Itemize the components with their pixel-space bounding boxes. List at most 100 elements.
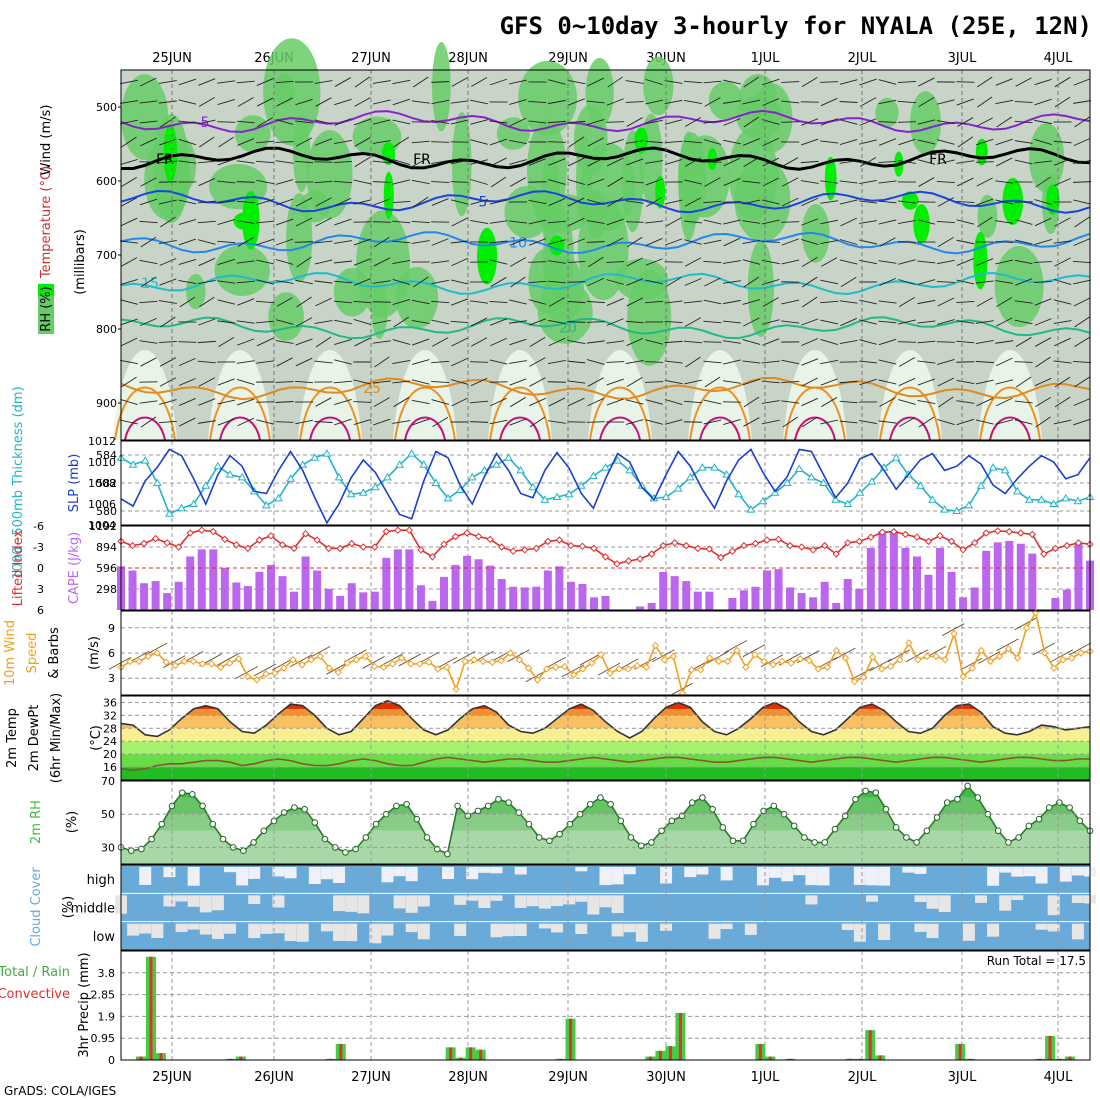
rh2m-point	[954, 795, 961, 803]
wind-barb	[878, 200, 897, 204]
wind-barb	[742, 99, 761, 105]
wind-barb	[742, 240, 761, 244]
wind-barb-10m	[706, 651, 729, 664]
cloud-gap	[284, 923, 297, 942]
cloud-gap	[187, 867, 200, 886]
wind-barb	[898, 357, 915, 367]
wind-barb	[897, 80, 916, 84]
wind-barb	[684, 400, 703, 404]
wind-barb	[742, 138, 760, 146]
thickness-point	[746, 505, 756, 513]
wind-barb	[956, 400, 975, 404]
isotherm-label: FR	[929, 152, 947, 168]
wind-barb-10m	[452, 651, 476, 664]
axis-label-rh: RH (%)	[39, 286, 54, 331]
wind-speed-point	[579, 665, 587, 673]
thickness-point	[794, 464, 804, 472]
wind-barb	[645, 178, 663, 186]
wind-barb	[296, 256, 312, 268]
slp-line	[120, 448, 1091, 525]
wind-speed-point	[597, 650, 605, 659]
thickness-point	[710, 463, 719, 471]
wind-barb	[334, 197, 352, 207]
wind-barb	[509, 360, 527, 364]
wind-barb	[275, 141, 294, 143]
wind-barb	[1073, 100, 1091, 104]
y-tick-label-li: -3	[33, 541, 44, 554]
cape-bar	[566, 581, 575, 610]
wind-speed-point	[841, 654, 850, 662]
cape-bar	[197, 549, 206, 610]
rh-patch	[518, 60, 578, 136]
wind-speed-point	[126, 657, 134, 666]
wind-barb	[392, 98, 410, 106]
wind-barb	[392, 380, 411, 384]
lifted-index-point	[936, 532, 944, 540]
wind-barb	[723, 79, 741, 85]
wind-barb-10m	[960, 657, 983, 671]
precip-convective-bar	[139, 1056, 143, 1060]
wind-barb	[859, 378, 877, 386]
thickness-point	[237, 472, 247, 481]
wind-barb	[470, 421, 489, 423]
cloud-gap	[684, 867, 697, 878]
wind-barb	[140, 177, 157, 187]
cape-bar	[739, 590, 748, 610]
wind-barb-10m	[235, 666, 259, 679]
wind-barb	[607, 76, 623, 88]
thickness-point	[625, 465, 635, 474]
wind-barb	[995, 180, 1014, 184]
wind-barb	[664, 419, 683, 425]
wind-barb	[333, 260, 352, 264]
rh-patch	[537, 280, 593, 344]
wind-barb	[625, 80, 644, 84]
wind-barb	[256, 259, 275, 265]
wind-barb	[431, 99, 450, 105]
wind-speed-point	[696, 666, 705, 674]
wind-barb	[139, 120, 158, 124]
rh-legend-swatch	[38, 284, 54, 296]
axis-label-temperature: Temperature (°C)	[39, 166, 54, 279]
wind-barb	[353, 401, 372, 403]
wind-barb	[1034, 98, 1052, 106]
cape-bar	[220, 567, 229, 610]
wind-barb	[470, 377, 488, 387]
wind-barb	[334, 98, 352, 106]
isotherm-label: FR	[413, 152, 431, 168]
wind-barb	[139, 340, 158, 344]
wind-barb	[1053, 360, 1072, 364]
cape-bar	[301, 556, 310, 610]
wind-barb-10m	[308, 645, 331, 659]
wind-barb	[275, 401, 294, 403]
rh-patch	[678, 131, 699, 241]
cloud-gap	[926, 923, 939, 939]
axis-label-cloud-units: (%)	[61, 896, 76, 919]
wind-barb	[839, 101, 858, 103]
wind-barb	[625, 399, 644, 405]
wind-barb	[821, 397, 838, 407]
wind-barb	[976, 117, 993, 127]
wind-barb	[197, 220, 216, 224]
thickness-point	[177, 503, 186, 512]
wind-barb	[722, 260, 741, 264]
wind-barb	[606, 138, 624, 146]
x-tick-label-top: 4JUL	[1044, 51, 1074, 66]
wind-barb	[158, 340, 177, 344]
wind-barb	[626, 158, 644, 166]
wind-barb	[917, 219, 936, 225]
wind-speed-point	[1050, 664, 1058, 672]
wind-barb	[197, 200, 216, 204]
rh2m-point	[260, 827, 268, 835]
wind-barb	[198, 296, 215, 308]
cloud-gap	[635, 923, 648, 942]
wind-barb	[547, 120, 566, 124]
cloud-gap	[405, 895, 418, 913]
wind-barb	[314, 360, 333, 364]
thickness-point	[419, 460, 429, 468]
rh2m-point	[505, 799, 512, 806]
wind-barb	[956, 81, 975, 83]
wind-barb	[957, 177, 974, 187]
cape-bar	[866, 547, 875, 610]
cloud-gap	[490, 923, 503, 938]
wind-barb	[645, 119, 664, 125]
